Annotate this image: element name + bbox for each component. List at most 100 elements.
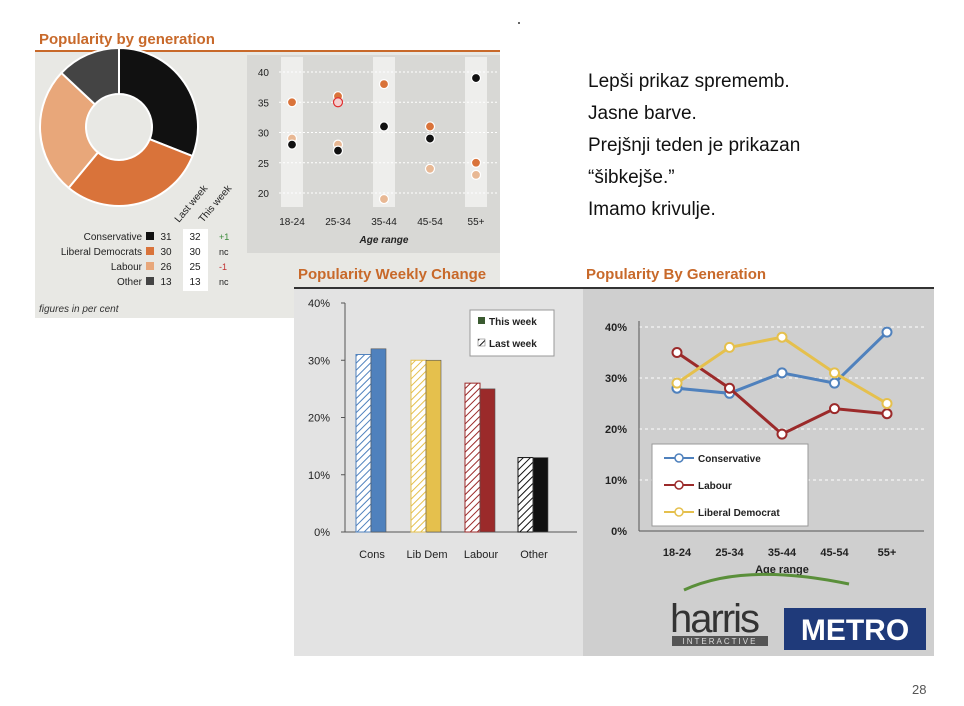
- dot-xlabel: Age range: [359, 235, 409, 246]
- slide-text-block: Lepši prikaz sprememb. Jasne barve. Prej…: [588, 66, 800, 226]
- dot-ytick: 25: [258, 159, 270, 170]
- dot-point: [332, 97, 344, 108]
- harris-wordmark: harris: [670, 597, 759, 641]
- economist-panel: Popularity by generation Last week This w…: [35, 27, 500, 318]
- line-legend-marker: [674, 453, 684, 463]
- dot-point: [470, 169, 482, 180]
- line-ytick: 10%: [605, 475, 627, 487]
- bar-this-week: [532, 457, 549, 533]
- table-this-week: 25: [189, 262, 201, 273]
- donut-note: figures in per cent: [39, 304, 120, 315]
- bar-xtick: Lib Dem: [407, 549, 448, 561]
- line-point: [881, 398, 893, 409]
- dot-point: [286, 97, 298, 108]
- slide-text-line: Lepši prikaz sprememb.: [588, 71, 790, 92]
- bar-ytick: 0%: [314, 527, 330, 539]
- line-point: [881, 326, 893, 338]
- bar-xtick: Cons: [359, 549, 385, 561]
- metro-wordmark: METRO: [801, 614, 909, 647]
- table-this-week: 13: [189, 277, 201, 288]
- bar-ytick: 40%: [308, 298, 330, 310]
- harris-panel-svg: Popularity Weekly Change Popularity By G…: [294, 266, 934, 656]
- dot-point: [378, 78, 390, 90]
- dot-ytick: 35: [258, 98, 270, 109]
- harris-sub-bar: [672, 636, 768, 646]
- bar-ytick: 10%: [308, 470, 330, 482]
- table-last-week: 26: [160, 262, 172, 273]
- table-this-week: 30: [189, 247, 201, 258]
- line-point: [829, 367, 840, 379]
- donut-title: Popularity by generation: [39, 31, 215, 48]
- harris-swoosh: [683, 572, 850, 592]
- metro-bg: [784, 608, 926, 650]
- line-point: [829, 377, 840, 389]
- table-row-label: Other: [117, 277, 143, 288]
- weekly-title: Popularity Weekly Change: [298, 266, 486, 283]
- dot-point: [470, 72, 482, 84]
- dot-ytick: 40: [258, 68, 270, 79]
- donut-slice: [59, 46, 120, 106]
- table-change: +1: [219, 232, 229, 242]
- bar-legend-swatch: [478, 317, 485, 324]
- line-xtick: 45-54: [820, 547, 849, 559]
- dot-point: [378, 193, 390, 205]
- table-row-swatch: [146, 262, 154, 270]
- page-number: 28: [912, 682, 927, 697]
- table-row-swatch: [146, 277, 154, 285]
- donut-slice: [118, 46, 199, 158]
- generation-title: Popularity By Generation: [586, 266, 766, 283]
- harris-panel: Popularity Weekly Change Popularity By G…: [294, 262, 934, 656]
- bar-last-week: [355, 354, 372, 533]
- dot-xtick: 25-34: [325, 217, 351, 228]
- table-row-label: Liberal Democrats: [61, 247, 142, 258]
- dot-plot: 40 35 30 25 20 18-24 25-34 35-44 45-54 55+ Age ran…: [258, 57, 497, 246]
- slide-text-line: Imamo krivulje.: [588, 199, 716, 220]
- table-last-week: 13: [160, 277, 172, 288]
- bar-last-week: [410, 359, 427, 533]
- table-row-swatch: [146, 247, 154, 255]
- dot-xtick: 18-24: [279, 217, 305, 228]
- line-point: [881, 408, 893, 420]
- dot-point: [332, 145, 344, 156]
- dot-point: [378, 121, 390, 132]
- bar-last-week: [517, 457, 534, 533]
- bar-xtick: Other: [520, 549, 548, 561]
- line-ytick: 20%: [605, 424, 627, 436]
- table-last-week: 30: [160, 247, 172, 258]
- table-this-week: 32: [189, 232, 201, 243]
- donut-slice: [39, 71, 100, 190]
- dot-point: [424, 121, 436, 132]
- metro-logo: METRO: [784, 608, 926, 650]
- generation-line-chart: 0%10%20%30%40%18-24 25-34 35-44 45-54 55+Age…: [605, 321, 924, 576]
- dot-ytick: 20: [258, 189, 270, 200]
- table-change: nc: [219, 247, 229, 257]
- table-row-label: Conservative: [84, 232, 143, 243]
- donut-chart: [39, 46, 199, 207]
- line-point: [829, 403, 840, 415]
- bar-last-week: [464, 382, 481, 533]
- speck: [518, 22, 520, 24]
- dot-ytick: 30: [258, 129, 270, 140]
- dot-point: [424, 133, 436, 144]
- table-row-label: Labour: [111, 262, 143, 273]
- line-point: [776, 367, 788, 379]
- bar-legend-swatch: [477, 338, 486, 347]
- line-xtick: 25-34: [715, 547, 744, 559]
- weekly-bar-chart: 0% 10% 20% 30% 40% Cons Lib Dem Labour Other This…: [308, 298, 577, 561]
- dot-xtick: 35-44: [371, 217, 397, 228]
- line-point: [724, 382, 735, 394]
- line-xtick: 18-24: [663, 547, 692, 559]
- donut-slice: [67, 137, 194, 207]
- table-last-week: 31: [160, 232, 172, 243]
- line-legend-marker: [674, 480, 684, 490]
- line-point: [776, 428, 788, 440]
- dot-point: [470, 157, 482, 168]
- this-week-col-bg: [183, 229, 208, 291]
- bar-legend-label: Last week: [489, 339, 537, 350]
- bar-xtick: Labour: [464, 549, 499, 561]
- table-change: -1: [219, 262, 227, 272]
- dot-xtick: 45-54: [417, 217, 443, 228]
- slide-text-line: Jasne barve.: [588, 103, 697, 124]
- line-legend-label: Liberal Democrat: [698, 508, 780, 519]
